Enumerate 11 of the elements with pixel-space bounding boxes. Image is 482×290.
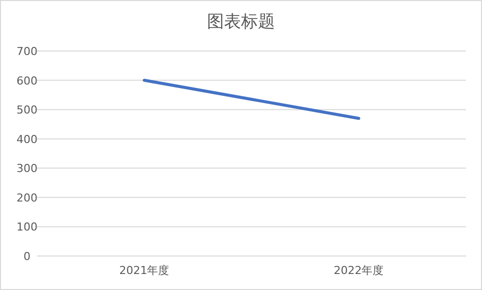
y-tick-label: 100: [16, 220, 38, 234]
y-tick-label: 400: [16, 132, 38, 146]
y-tick-label: 600: [16, 74, 38, 88]
x-tick-label: 2021年度: [119, 264, 170, 277]
y-tick-label: 0: [24, 250, 30, 263]
y-tick-label: 200: [16, 191, 38, 204]
chart-title: 图表标题: [207, 12, 275, 32]
x-tick-label: 2022年度: [334, 264, 384, 277]
y-tick-label: 700: [16, 45, 38, 58]
y-tick-label: 300: [16, 162, 38, 176]
y-tick-label: 500: [16, 104, 38, 117]
